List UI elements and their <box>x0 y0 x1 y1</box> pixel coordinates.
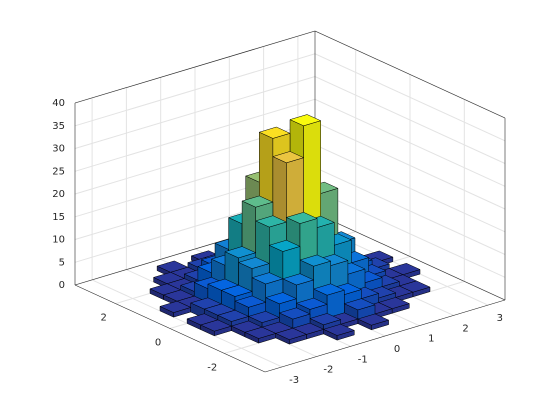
bar-face <box>220 284 253 297</box>
bar-face <box>199 319 233 332</box>
z-tick-label: 10 <box>52 235 65 246</box>
axis-line <box>74 284 266 373</box>
z-tick-label: 5 <box>59 257 65 268</box>
z-tick-label: 35 <box>52 121 65 132</box>
y-tick-label: -2 <box>207 362 217 373</box>
bar-face <box>251 272 284 285</box>
bar-face <box>264 292 298 305</box>
y-tick-label: 2 <box>101 313 107 324</box>
x-tick-label: -1 <box>358 354 368 365</box>
bar <box>199 319 233 337</box>
bar-face <box>322 323 356 336</box>
grid-line <box>74 30 506 119</box>
z-tick-label: 30 <box>52 144 65 155</box>
bar-face <box>274 327 308 340</box>
z-tick-label: 20 <box>52 189 65 200</box>
bar-face <box>241 195 274 208</box>
bar-face <box>159 300 192 313</box>
axis-line <box>314 212 506 301</box>
axis-line <box>264 299 506 373</box>
bar-face <box>217 309 250 322</box>
z-tick-label: 40 <box>52 98 65 109</box>
bar-face <box>272 151 305 164</box>
bar-face <box>278 307 311 320</box>
bar-face <box>309 313 342 326</box>
axis-line <box>74 30 316 104</box>
x-tick-label: 2 <box>462 323 468 334</box>
x-tick-label: 0 <box>394 344 400 355</box>
bar-face <box>237 257 271 269</box>
bar-face <box>234 295 267 308</box>
bar-face <box>224 246 257 259</box>
x-tick-label: 3 <box>497 313 503 324</box>
z-tick-label: 25 <box>52 166 65 177</box>
bar-face <box>312 283 346 296</box>
bar <box>159 300 192 318</box>
bar <box>244 326 277 344</box>
bar-face <box>289 114 322 127</box>
bar <box>274 327 308 345</box>
z-tick-label: 15 <box>52 212 65 223</box>
bar-face <box>357 313 390 326</box>
bar-face <box>254 215 288 228</box>
bar-face <box>244 326 277 339</box>
bar-face <box>247 311 281 323</box>
bar-face <box>343 298 376 311</box>
z-tick-label: 0 <box>59 280 65 291</box>
bar-face <box>295 297 328 310</box>
y-tick-label: 0 <box>155 338 161 349</box>
bar-face <box>258 126 291 139</box>
bar-face <box>285 212 318 224</box>
x-tick-label: -2 <box>323 365 333 376</box>
bar-face <box>268 239 301 252</box>
axis-line <box>314 30 506 119</box>
bar-face <box>299 254 332 267</box>
x-tick-label: -3 <box>289 375 299 386</box>
x-tick-label: 1 <box>428 334 434 345</box>
bar-face <box>282 273 315 286</box>
bar <box>322 323 356 341</box>
